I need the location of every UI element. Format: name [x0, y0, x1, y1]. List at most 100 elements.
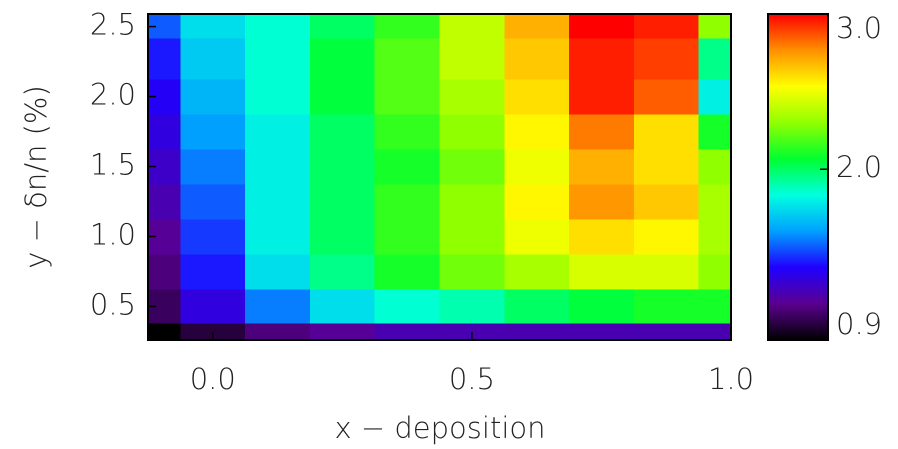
cell [148, 37, 181, 80]
cell [245, 288, 311, 324]
cell [180, 183, 246, 220]
cell [309, 323, 376, 341]
cell [439, 14, 505, 39]
cell [309, 79, 376, 115]
x-tick-label: 0.0 [190, 362, 236, 396]
cell [633, 288, 700, 324]
cell [245, 218, 311, 255]
cell [698, 114, 732, 150]
cell [309, 218, 376, 255]
cell [504, 79, 570, 115]
cell [439, 323, 505, 341]
cell [439, 288, 505, 324]
cell [698, 323, 732, 341]
cell [698, 79, 732, 115]
cell [148, 114, 181, 150]
cell [698, 14, 732, 39]
cell [180, 149, 246, 185]
cell [309, 14, 376, 39]
cell [633, 14, 700, 39]
cell [245, 149, 311, 185]
cell [245, 253, 311, 290]
cell [374, 218, 440, 255]
cell [309, 37, 376, 80]
cell [180, 253, 246, 290]
y-tick-label: 2.0 [90, 78, 136, 112]
cell [569, 14, 635, 39]
cell [439, 114, 505, 150]
y-axis-label: y − δn/n (%) [19, 85, 53, 269]
cell [439, 79, 505, 115]
cell [245, 79, 311, 115]
cell [504, 218, 570, 255]
cell [569, 149, 635, 185]
cell [180, 79, 246, 115]
cell [698, 149, 732, 185]
colorbar-tick-label: 0.9 [836, 307, 882, 341]
cell [148, 183, 181, 220]
cell [180, 218, 246, 255]
cell [374, 114, 440, 150]
cell [504, 149, 570, 185]
cell [569, 37, 635, 80]
cell [504, 253, 570, 290]
cell [374, 183, 440, 220]
x-tick-label: 1.0 [708, 362, 754, 396]
colorbar [768, 14, 828, 340]
cell [569, 323, 635, 341]
cell [374, 14, 440, 39]
cell [148, 253, 181, 290]
cell [698, 183, 732, 220]
colorbar-tick-label: 3.0 [836, 11, 882, 45]
cell [633, 218, 700, 255]
cell [374, 323, 440, 341]
cell [698, 218, 732, 255]
cell [180, 37, 246, 80]
cell [633, 149, 700, 185]
cell [504, 14, 570, 39]
cell [439, 253, 505, 290]
cell [245, 323, 311, 341]
y-tick-label: 2.5 [90, 8, 136, 42]
cell [633, 114, 700, 150]
cell [180, 114, 246, 150]
cell [633, 183, 700, 220]
plot-frame [147, 13, 732, 341]
cell [439, 37, 505, 80]
cell [633, 253, 700, 290]
cell [309, 288, 376, 324]
cell [504, 323, 570, 341]
cell [569, 253, 635, 290]
cell [698, 37, 732, 80]
cell [374, 79, 440, 115]
x-tick-label: 0.5 [449, 362, 495, 396]
y-tick-label: 1.0 [90, 217, 136, 251]
cell [439, 183, 505, 220]
cell [504, 37, 570, 80]
cell [180, 14, 246, 39]
cell [180, 288, 246, 324]
cell [309, 253, 376, 290]
cell [569, 218, 635, 255]
cell [374, 37, 440, 80]
cell [504, 114, 570, 150]
cell [180, 323, 246, 341]
cell [569, 79, 635, 115]
colorbar-tick-label: 2.0 [836, 150, 882, 184]
cell [374, 149, 440, 185]
cell [309, 114, 376, 150]
cell [148, 323, 181, 341]
cell [698, 288, 732, 324]
field [148, 14, 732, 341]
cell [439, 149, 505, 185]
cell [569, 114, 635, 150]
cell [245, 114, 311, 150]
cell [633, 323, 700, 341]
x-axis-label: x − deposition [334, 411, 545, 445]
cell [633, 79, 700, 115]
colorbar-frame [767, 13, 829, 341]
cell [374, 288, 440, 324]
cell [245, 37, 311, 80]
cell [569, 288, 635, 324]
